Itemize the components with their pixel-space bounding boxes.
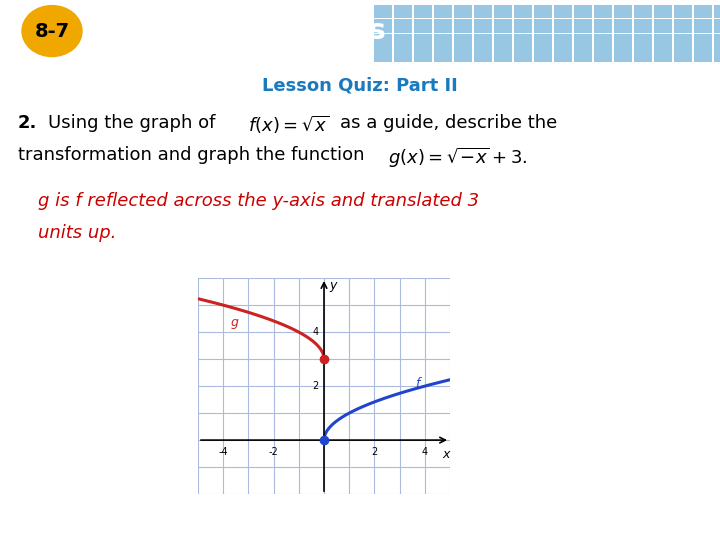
Bar	[434, 49, 452, 62]
Bar	[454, 49, 472, 62]
Bar	[534, 34, 552, 48]
Bar	[575, 49, 593, 62]
Bar	[495, 34, 513, 48]
Bar	[634, 5, 652, 18]
Text: g: g	[230, 316, 238, 329]
Bar	[454, 19, 472, 33]
Bar	[474, 5, 492, 18]
Bar	[595, 5, 613, 18]
Bar	[714, 19, 720, 33]
Bar	[595, 49, 613, 62]
Bar	[675, 49, 693, 62]
Bar	[514, 19, 532, 33]
Bar	[495, 19, 513, 33]
Bar	[694, 34, 712, 48]
Bar	[614, 49, 632, 62]
Text: x: x	[443, 448, 450, 461]
Bar	[554, 49, 572, 62]
Bar	[374, 34, 392, 48]
Bar	[395, 49, 413, 62]
Bar	[495, 5, 513, 18]
Text: -4: -4	[218, 447, 228, 457]
Bar	[514, 5, 532, 18]
Bar	[474, 49, 492, 62]
Bar	[654, 34, 672, 48]
Bar	[534, 19, 552, 33]
Bar	[415, 34, 433, 48]
Bar	[675, 34, 693, 48]
Text: Lesson Quiz: Part II: Lesson Quiz: Part II	[262, 76, 458, 94]
Bar	[554, 34, 572, 48]
Bar	[614, 34, 632, 48]
Bar	[634, 19, 652, 33]
Bar	[575, 19, 593, 33]
Text: y: y	[329, 279, 336, 293]
Bar	[415, 5, 433, 18]
Bar	[595, 34, 613, 48]
Text: f: f	[415, 377, 419, 390]
Text: -2: -2	[269, 447, 279, 457]
Bar	[675, 19, 693, 33]
Bar	[415, 19, 433, 33]
Text: 4: 4	[312, 327, 319, 337]
Text: 2: 2	[312, 381, 319, 391]
Bar	[554, 19, 572, 33]
Bar	[534, 49, 552, 62]
Bar	[395, 19, 413, 33]
Bar	[714, 49, 720, 62]
Bar	[575, 5, 593, 18]
Bar	[454, 5, 472, 18]
Bar	[474, 19, 492, 33]
Bar	[595, 19, 613, 33]
Bar	[395, 5, 413, 18]
Bar	[374, 5, 392, 18]
Bar	[434, 34, 452, 48]
Bar	[634, 49, 652, 62]
Bar	[654, 19, 672, 33]
Bar	[415, 49, 433, 62]
Text: g is f reflected across the y-axis and translated 3: g is f reflected across the y-axis and t…	[38, 192, 479, 210]
Text: 8-7: 8-7	[35, 22, 70, 40]
Text: as a guide, describe the: as a guide, describe the	[340, 114, 557, 132]
Bar	[675, 5, 693, 18]
Text: transformation and graph the function: transformation and graph the function	[18, 146, 364, 164]
Bar	[434, 5, 452, 18]
Bar	[454, 34, 472, 48]
Text: $f(x) = \sqrt{x}$: $f(x) = \sqrt{x}$	[248, 114, 330, 136]
Bar	[514, 49, 532, 62]
Text: $g(x) = \sqrt{-x} + 3.$: $g(x) = \sqrt{-x} + 3.$	[388, 146, 527, 170]
Text: Radical Functions: Radical Functions	[110, 17, 386, 45]
Bar	[395, 34, 413, 48]
Bar	[714, 34, 720, 48]
Text: Copyright © by Holt Mc Dougal. All Rights Reserved.: Copyright © by Holt Mc Dougal. All Right…	[418, 516, 712, 525]
Bar	[534, 5, 552, 18]
Text: 4: 4	[422, 447, 428, 457]
Text: units up.: units up.	[38, 224, 117, 242]
Bar	[614, 5, 632, 18]
Ellipse shape	[22, 5, 82, 57]
Bar	[575, 34, 593, 48]
Bar	[434, 19, 452, 33]
Bar	[694, 5, 712, 18]
Bar	[714, 5, 720, 18]
Bar	[634, 34, 652, 48]
Bar	[654, 5, 672, 18]
Text: Holt McDougal Algebra 2: Holt McDougal Algebra 2	[10, 514, 166, 527]
Bar	[514, 34, 532, 48]
Bar	[374, 19, 392, 33]
Bar	[474, 34, 492, 48]
Bar	[654, 49, 672, 62]
Text: 2.: 2.	[18, 114, 37, 132]
Bar	[614, 19, 632, 33]
Text: Using the graph of: Using the graph of	[48, 114, 215, 132]
Bar	[554, 5, 572, 18]
Bar	[694, 49, 712, 62]
Bar	[495, 49, 513, 62]
Text: 2: 2	[372, 447, 377, 457]
Bar	[374, 49, 392, 62]
Bar	[694, 19, 712, 33]
